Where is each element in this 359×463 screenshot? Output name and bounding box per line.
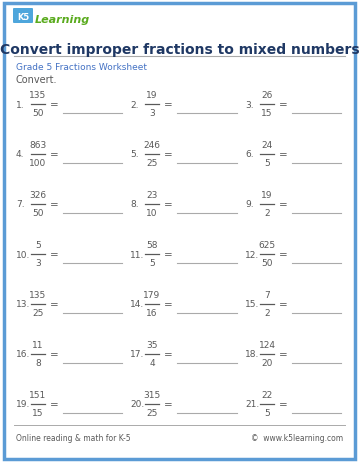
Text: =: = [279, 250, 287, 259]
Text: Convert improper fractions to mixed numbers: Convert improper fractions to mixed numb… [0, 43, 359, 57]
Text: 625: 625 [258, 241, 276, 250]
Text: 100: 100 [29, 159, 47, 168]
Text: =: = [164, 349, 172, 359]
Text: 25: 25 [146, 409, 158, 418]
Text: =: = [164, 100, 172, 110]
Text: 13.: 13. [16, 300, 31, 309]
Text: 2.: 2. [130, 100, 139, 109]
Text: =: = [50, 150, 59, 160]
Text: 3: 3 [149, 109, 155, 118]
FancyBboxPatch shape [13, 9, 33, 24]
Text: 23: 23 [146, 191, 158, 200]
Text: 3.: 3. [245, 100, 253, 109]
Text: 5: 5 [264, 409, 270, 418]
Text: 11: 11 [32, 341, 44, 350]
Text: 24: 24 [261, 141, 272, 150]
Text: =: = [164, 200, 172, 210]
Text: 2: 2 [264, 309, 270, 318]
Text: 315: 315 [143, 391, 160, 400]
Text: 50: 50 [261, 259, 273, 268]
Text: ©  www.k5learning.com: © www.k5learning.com [251, 433, 343, 443]
Text: =: = [279, 300, 287, 309]
Text: =: = [279, 200, 287, 210]
Text: =: = [50, 100, 59, 110]
Text: 16.: 16. [16, 350, 31, 359]
Text: =: = [164, 399, 172, 409]
Text: 4: 4 [149, 359, 155, 368]
Text: 21.: 21. [245, 400, 259, 409]
Text: 2: 2 [264, 209, 270, 218]
Text: 7.: 7. [16, 200, 25, 209]
Text: 58: 58 [146, 241, 158, 250]
Text: 18.: 18. [245, 350, 259, 359]
Text: 25: 25 [146, 159, 158, 168]
Text: 15: 15 [32, 409, 44, 418]
Text: 5: 5 [35, 241, 41, 250]
Text: 7: 7 [264, 291, 270, 300]
Text: K5: K5 [17, 13, 29, 22]
Text: =: = [164, 250, 172, 259]
Text: 50: 50 [32, 209, 44, 218]
Text: 863: 863 [29, 141, 47, 150]
Text: 135: 135 [29, 291, 47, 300]
Text: 10: 10 [146, 209, 158, 218]
Text: 15: 15 [261, 109, 273, 118]
Text: =: = [164, 150, 172, 160]
Text: Online reading & math for K-5: Online reading & math for K-5 [16, 433, 131, 443]
Text: 4.: 4. [16, 150, 24, 159]
Text: =: = [50, 300, 59, 309]
Text: 124: 124 [258, 341, 275, 350]
Text: 19: 19 [146, 91, 158, 100]
Text: 20.: 20. [130, 400, 144, 409]
Text: 5: 5 [264, 159, 270, 168]
Text: 9.: 9. [245, 200, 253, 209]
Text: 15.: 15. [245, 300, 259, 309]
Text: =: = [50, 399, 59, 409]
Text: =: = [50, 250, 59, 259]
Text: 22: 22 [261, 391, 272, 400]
Text: =: = [279, 100, 287, 110]
Text: 25: 25 [32, 309, 44, 318]
Text: 326: 326 [29, 191, 47, 200]
Text: Learning: Learning [35, 15, 90, 25]
Text: 3: 3 [35, 259, 41, 268]
Text: 246: 246 [144, 141, 160, 150]
Text: 14.: 14. [130, 300, 144, 309]
Text: 17.: 17. [130, 350, 144, 359]
Text: Convert.: Convert. [16, 75, 57, 85]
Text: =: = [50, 200, 59, 210]
Text: 12.: 12. [245, 250, 259, 259]
Text: 11.: 11. [130, 250, 144, 259]
Text: 50: 50 [32, 109, 44, 118]
Text: =: = [279, 399, 287, 409]
Text: =: = [279, 150, 287, 160]
Text: 8.: 8. [130, 200, 139, 209]
Text: 6.: 6. [245, 150, 253, 159]
Text: =: = [164, 300, 172, 309]
Text: 26: 26 [261, 91, 273, 100]
Text: 19.: 19. [16, 400, 31, 409]
Text: Grade 5 Fractions Worksheet: Grade 5 Fractions Worksheet [16, 63, 147, 72]
Text: 1.: 1. [16, 100, 25, 109]
Text: 35: 35 [146, 341, 158, 350]
Text: =: = [50, 349, 59, 359]
Text: 5: 5 [149, 259, 155, 268]
Text: 16: 16 [146, 309, 158, 318]
Text: 20: 20 [261, 359, 273, 368]
Text: 19: 19 [261, 191, 273, 200]
Text: 5.: 5. [130, 150, 139, 159]
Text: 10.: 10. [16, 250, 31, 259]
Text: 151: 151 [29, 391, 47, 400]
Text: 135: 135 [29, 91, 47, 100]
Text: 179: 179 [143, 291, 160, 300]
Text: =: = [279, 349, 287, 359]
Text: 8: 8 [35, 359, 41, 368]
